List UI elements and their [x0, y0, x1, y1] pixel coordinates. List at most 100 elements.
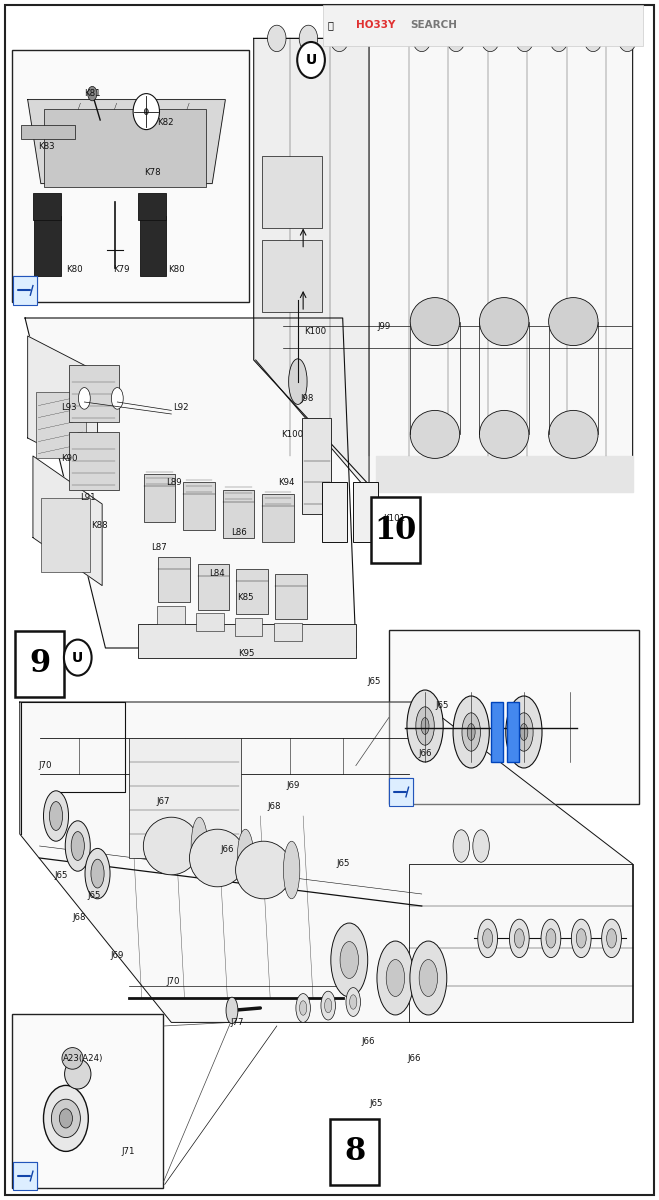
Ellipse shape [386, 960, 405, 996]
Bar [158, 557, 190, 602]
Text: L91: L91 [80, 493, 96, 503]
Text: U: U [305, 53, 317, 67]
Bar [13, 276, 37, 305]
Ellipse shape [237, 829, 254, 887]
Text: J68: J68 [72, 913, 86, 923]
Ellipse shape [416, 707, 434, 745]
Text: J65: J65 [336, 859, 349, 869]
Text: J65: J65 [87, 890, 100, 900]
Ellipse shape [520, 724, 528, 740]
Text: K101: K101 [384, 514, 406, 523]
Ellipse shape [480, 410, 529, 458]
Polygon shape [256, 38, 369, 492]
Ellipse shape [236, 841, 292, 899]
Bar [129, 738, 241, 858]
Bar [262, 156, 322, 228]
Ellipse shape [546, 929, 556, 948]
Text: K80: K80 [66, 265, 82, 275]
Text: K95: K95 [239, 649, 255, 659]
Text: J66: J66 [407, 1054, 420, 1063]
Ellipse shape [144, 108, 148, 114]
Text: J98: J98 [301, 394, 314, 403]
Bar [389, 778, 413, 804]
Text: L86: L86 [231, 528, 246, 538]
Bar [13, 276, 37, 302]
Bar [389, 778, 413, 806]
Text: J70: J70 [38, 761, 51, 770]
Bar [36, 392, 86, 458]
Ellipse shape [289, 359, 307, 404]
Ellipse shape [618, 25, 637, 52]
Ellipse shape [447, 25, 465, 52]
Ellipse shape [473, 830, 489, 862]
Text: ✏: ✏ [398, 790, 403, 794]
Bar [322, 482, 347, 542]
Text: 8: 8 [344, 1136, 365, 1168]
Polygon shape [25, 318, 356, 648]
Ellipse shape [413, 25, 431, 52]
Polygon shape [28, 336, 98, 474]
Ellipse shape [462, 713, 480, 751]
Ellipse shape [602, 919, 621, 958]
Ellipse shape [85, 848, 110, 899]
Ellipse shape [549, 410, 598, 458]
Ellipse shape [515, 713, 533, 751]
Ellipse shape [515, 929, 525, 948]
Ellipse shape [481, 25, 500, 52]
Ellipse shape [480, 298, 529, 346]
Text: J65: J65 [369, 1099, 382, 1109]
Text: J65: J65 [54, 871, 67, 881]
Ellipse shape [571, 919, 591, 958]
Ellipse shape [64, 640, 92, 676]
Ellipse shape [453, 830, 469, 862]
Text: K85: K85 [237, 593, 254, 602]
Text: L89: L89 [166, 478, 182, 487]
Text: K81: K81 [84, 89, 101, 98]
Ellipse shape [299, 1001, 307, 1015]
Text: J77: J77 [231, 1018, 244, 1027]
Text: U: U [72, 650, 84, 665]
Polygon shape [376, 456, 633, 492]
Ellipse shape [297, 42, 325, 78]
Ellipse shape [331, 923, 368, 997]
Bar [274, 623, 302, 641]
Text: J66: J66 [418, 749, 432, 758]
Text: 9: 9 [29, 648, 50, 679]
Polygon shape [20, 702, 633, 1022]
Text: K78: K78 [144, 168, 160, 178]
Bar [198, 564, 229, 610]
Text: K90: K90 [61, 454, 77, 463]
Ellipse shape [78, 388, 90, 409]
Bar [41, 498, 90, 572]
Ellipse shape [325, 998, 332, 1013]
Bar [389, 630, 639, 804]
Polygon shape [33, 456, 102, 586]
Ellipse shape [299, 25, 318, 52]
Bar [262, 240, 322, 312]
Bar [14, 631, 65, 696]
Bar [69, 365, 119, 422]
Bar [157, 606, 185, 624]
Ellipse shape [65, 821, 90, 871]
Bar [44, 109, 206, 187]
Ellipse shape [330, 25, 349, 52]
Ellipse shape [410, 410, 460, 458]
Text: K79: K79 [113, 265, 130, 275]
Polygon shape [28, 100, 225, 184]
Ellipse shape [346, 988, 360, 1016]
Ellipse shape [62, 1048, 83, 1069]
Ellipse shape [91, 859, 104, 888]
Text: J68: J68 [268, 802, 281, 811]
Ellipse shape [268, 25, 286, 52]
Text: J99: J99 [377, 322, 390, 331]
Ellipse shape [321, 991, 335, 1020]
Text: K88: K88 [91, 521, 107, 530]
Ellipse shape [509, 919, 529, 958]
Text: L93: L93 [61, 403, 76, 413]
Text: L92: L92 [173, 403, 188, 413]
Ellipse shape [584, 25, 602, 52]
Text: K83: K83 [38, 142, 55, 151]
Ellipse shape [421, 718, 429, 734]
Ellipse shape [283, 841, 300, 899]
Bar [323, 5, 643, 46]
